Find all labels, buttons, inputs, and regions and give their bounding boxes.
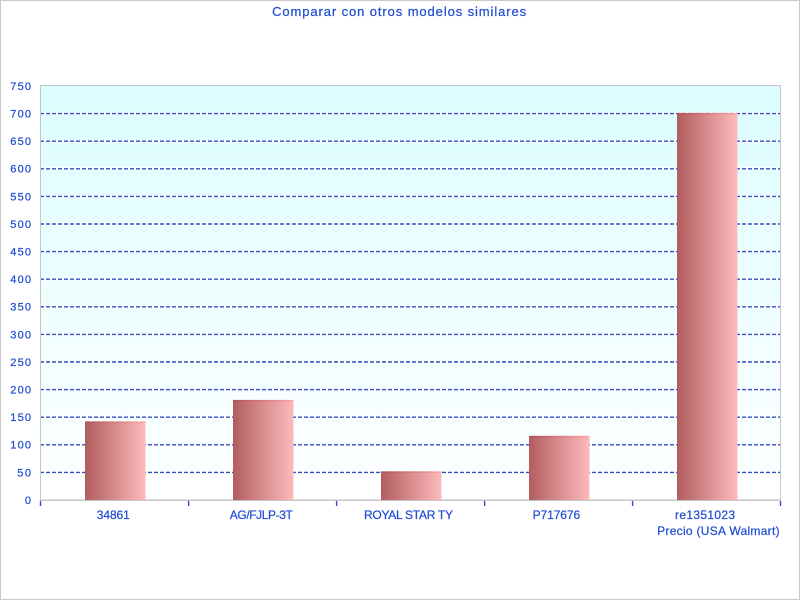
svg-text:750: 750 [10, 81, 31, 93]
svg-text:150: 150 [10, 412, 31, 424]
svg-text:AG/FJLP-3T: AG/FJLP-3T [230, 508, 294, 522]
svg-text:0: 0 [25, 495, 31, 507]
svg-text:Precio (USA Walmart): Precio (USA Walmart) [657, 524, 780, 538]
svg-text:350: 350 [10, 302, 31, 314]
svg-text:ROYAL STAR TY: ROYAL STAR TY [364, 508, 453, 522]
svg-text:200: 200 [10, 385, 31, 397]
svg-text:Comparar con otros modelos sim: Comparar con otros modelos similares [272, 4, 526, 19]
svg-text:100: 100 [10, 440, 31, 452]
svg-text:650: 650 [10, 136, 31, 148]
svg-text:re1351023: re1351023 [675, 508, 735, 522]
svg-text:600: 600 [10, 164, 31, 176]
svg-text:250: 250 [10, 357, 31, 369]
svg-text:700: 700 [10, 109, 31, 121]
svg-text:500: 500 [10, 219, 31, 231]
svg-text:300: 300 [10, 329, 31, 341]
svg-text:34861: 34861 [97, 508, 130, 522]
svg-text:P717676: P717676 [533, 508, 581, 522]
svg-text:550: 550 [10, 191, 31, 203]
svg-text:50: 50 [17, 467, 31, 479]
svg-text:450: 450 [10, 247, 31, 259]
svg-text:400: 400 [10, 274, 31, 286]
